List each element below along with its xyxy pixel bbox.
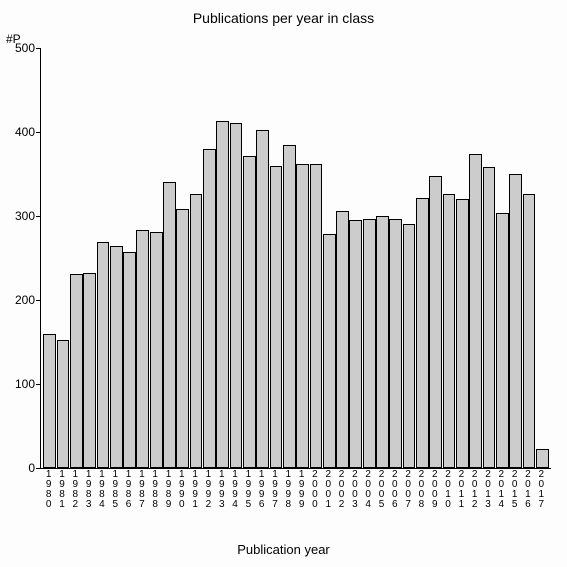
bar: [523, 194, 536, 468]
bar: [203, 149, 216, 468]
x-tick-labels: 1980198119821983198419851986198719881989…: [40, 470, 550, 510]
bar: [456, 199, 469, 468]
x-tick-label: 1995: [242, 470, 255, 510]
x-tick-label: 1998: [282, 470, 295, 510]
x-tick-label: 1982: [69, 470, 82, 510]
bar: [123, 252, 136, 468]
x-tick-label: 1980: [42, 470, 55, 510]
x-tick-label: 2010: [441, 470, 454, 510]
bar: [469, 154, 482, 468]
x-tick-label: 2000: [308, 470, 321, 510]
x-tick-label: 2009: [428, 470, 441, 510]
bar: [323, 234, 336, 468]
bar: [376, 216, 389, 468]
bar: [310, 164, 323, 468]
x-tick-label: 2011: [455, 470, 468, 510]
x-tick-label: 2013: [481, 470, 494, 510]
bar: [509, 174, 522, 468]
bar: [349, 220, 362, 468]
y-tick-label: 0: [5, 461, 35, 475]
bar: [243, 156, 256, 468]
x-tick-label: 1996: [255, 470, 268, 510]
bar: [429, 176, 442, 468]
x-tick-label: 1988: [149, 470, 162, 510]
y-tick-label: 300: [5, 209, 35, 223]
plot-area: [40, 48, 551, 469]
bar: [256, 130, 269, 468]
x-tick-label: 2001: [322, 470, 335, 510]
x-tick-label: 1985: [109, 470, 122, 510]
x-tick-label: 2004: [362, 470, 375, 510]
bar: [97, 242, 110, 468]
bar: [43, 334, 56, 468]
chart-container: Publications per year in class #P 010020…: [0, 0, 567, 567]
bar: [443, 194, 456, 468]
bar: [150, 232, 163, 468]
x-tick-label: 2003: [348, 470, 361, 510]
x-tick-label: 2017: [535, 470, 548, 510]
bar: [483, 167, 496, 468]
x-tick-label: 1994: [228, 470, 241, 510]
x-tick-label: 1997: [268, 470, 281, 510]
bar: [496, 213, 509, 468]
x-tick-label: 2006: [388, 470, 401, 510]
bars: [41, 48, 551, 468]
x-tick-label: 2002: [335, 470, 348, 510]
bar: [230, 123, 243, 468]
y-tick-label: 500: [5, 41, 35, 55]
chart-title: Publications per year in class: [0, 10, 567, 26]
bar: [163, 182, 176, 468]
bar: [283, 145, 296, 468]
x-tick-label: 2005: [375, 470, 388, 510]
bar: [176, 209, 189, 468]
bar: [70, 274, 83, 468]
x-tick-label: 1983: [82, 470, 95, 510]
bar: [389, 219, 402, 468]
bar: [216, 121, 229, 468]
x-tick-label: 2008: [415, 470, 428, 510]
bar: [270, 166, 283, 468]
x-tick-label: 1992: [202, 470, 215, 510]
x-tick-label: 1986: [122, 470, 135, 510]
y-tick-label: 100: [5, 377, 35, 391]
x-tick-label: 1987: [135, 470, 148, 510]
x-tick-label: 2007: [401, 470, 414, 510]
x-tick-label: 1991: [188, 470, 201, 510]
y-tick-label: 200: [5, 293, 35, 307]
bar: [83, 273, 96, 468]
x-tick-label: 2014: [495, 470, 508, 510]
bar: [336, 211, 349, 468]
x-tick-label: 2015: [508, 470, 521, 510]
bar: [416, 198, 429, 468]
x-tick-label: 1999: [295, 470, 308, 510]
bar: [110, 246, 123, 468]
x-tick-label: 2012: [468, 470, 481, 510]
x-tick-label: 1984: [95, 470, 108, 510]
y-tick-label: 400: [5, 125, 35, 139]
x-axis-label: Publication year: [0, 542, 567, 557]
bar: [190, 194, 203, 468]
bar: [403, 224, 416, 468]
bar: [57, 340, 70, 468]
bar: [136, 230, 149, 468]
x-tick-label: 2016: [521, 470, 534, 510]
x-tick-label: 1981: [55, 470, 68, 510]
x-tick-label: 1989: [162, 470, 175, 510]
bar: [296, 164, 309, 468]
bar: [536, 449, 549, 468]
bar: [363, 219, 376, 468]
x-tick-label: 1993: [215, 470, 228, 510]
x-tick-label: 1990: [175, 470, 188, 510]
